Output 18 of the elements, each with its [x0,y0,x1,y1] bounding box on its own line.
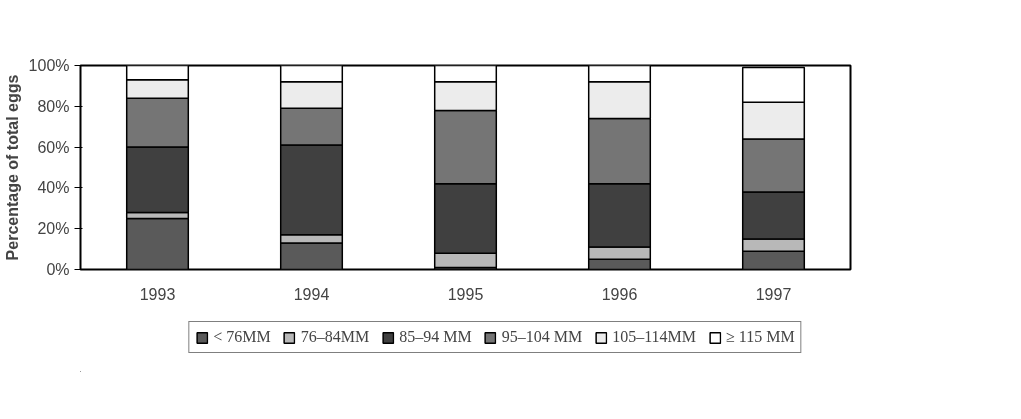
x-tick-label: 1993 [139,285,176,303]
legend-label: 95–104 MM [501,328,583,346]
legend-label: ≥ 115 MM [726,328,795,346]
y-tick-label: 20% [37,220,70,238]
x-tick-label: 1997 [755,285,792,303]
x-tick-label: 1996 [601,285,638,303]
y-tick-label: 0% [46,261,70,278]
y-tick-label: 100% [28,57,70,74]
x-tick-label: 1994 [293,285,330,303]
y-tick-label: 80% [37,97,70,115]
x-tick-label: 1995 [447,285,484,303]
legend-label: 85–94 MM [399,328,472,346]
legend-label: 105–114MM [612,328,697,346]
y-axis-title: Percentage of total eggs [3,74,21,261]
legend-label: < 76MM [213,328,271,346]
y-tick-label: 60% [37,138,70,156]
y-tick-label: 40% [37,179,70,197]
legend-label: 76–84MM [300,328,370,346]
